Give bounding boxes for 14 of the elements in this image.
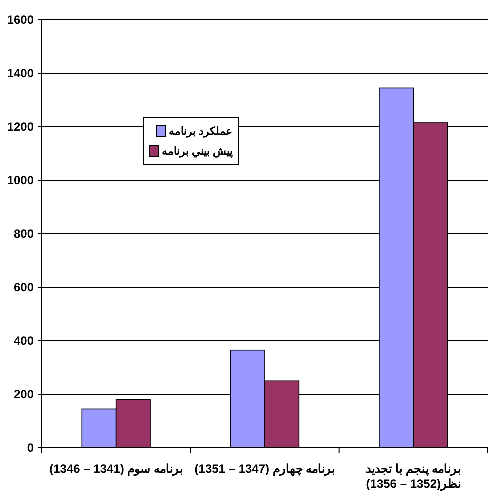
y-tick-label: 600	[14, 280, 34, 294]
legend-label: عملکرد برنامه	[169, 124, 234, 138]
y-tick-label: 1200	[7, 120, 34, 134]
y-tick-label: 800	[14, 227, 34, 241]
y-tick-label: 1400	[7, 66, 34, 80]
y-tick-label: 1600	[7, 13, 34, 27]
y-tick-label: 1000	[7, 174, 34, 188]
x-tick-label: برنامه پنجم با تجدید نظر(1352 – 1356)	[365, 462, 462, 492]
y-tick-label: 0	[27, 441, 34, 455]
x-tick-label: برنامه سوم (1341 – 1346)	[48, 462, 184, 477]
legend-label: پيش بيني برنامه	[162, 144, 234, 158]
x-tick-label: برنامه چهارم (1347 – 1351)	[194, 462, 336, 477]
y-tick-label: 400	[14, 334, 34, 348]
y-tick-label: 200	[14, 388, 34, 402]
